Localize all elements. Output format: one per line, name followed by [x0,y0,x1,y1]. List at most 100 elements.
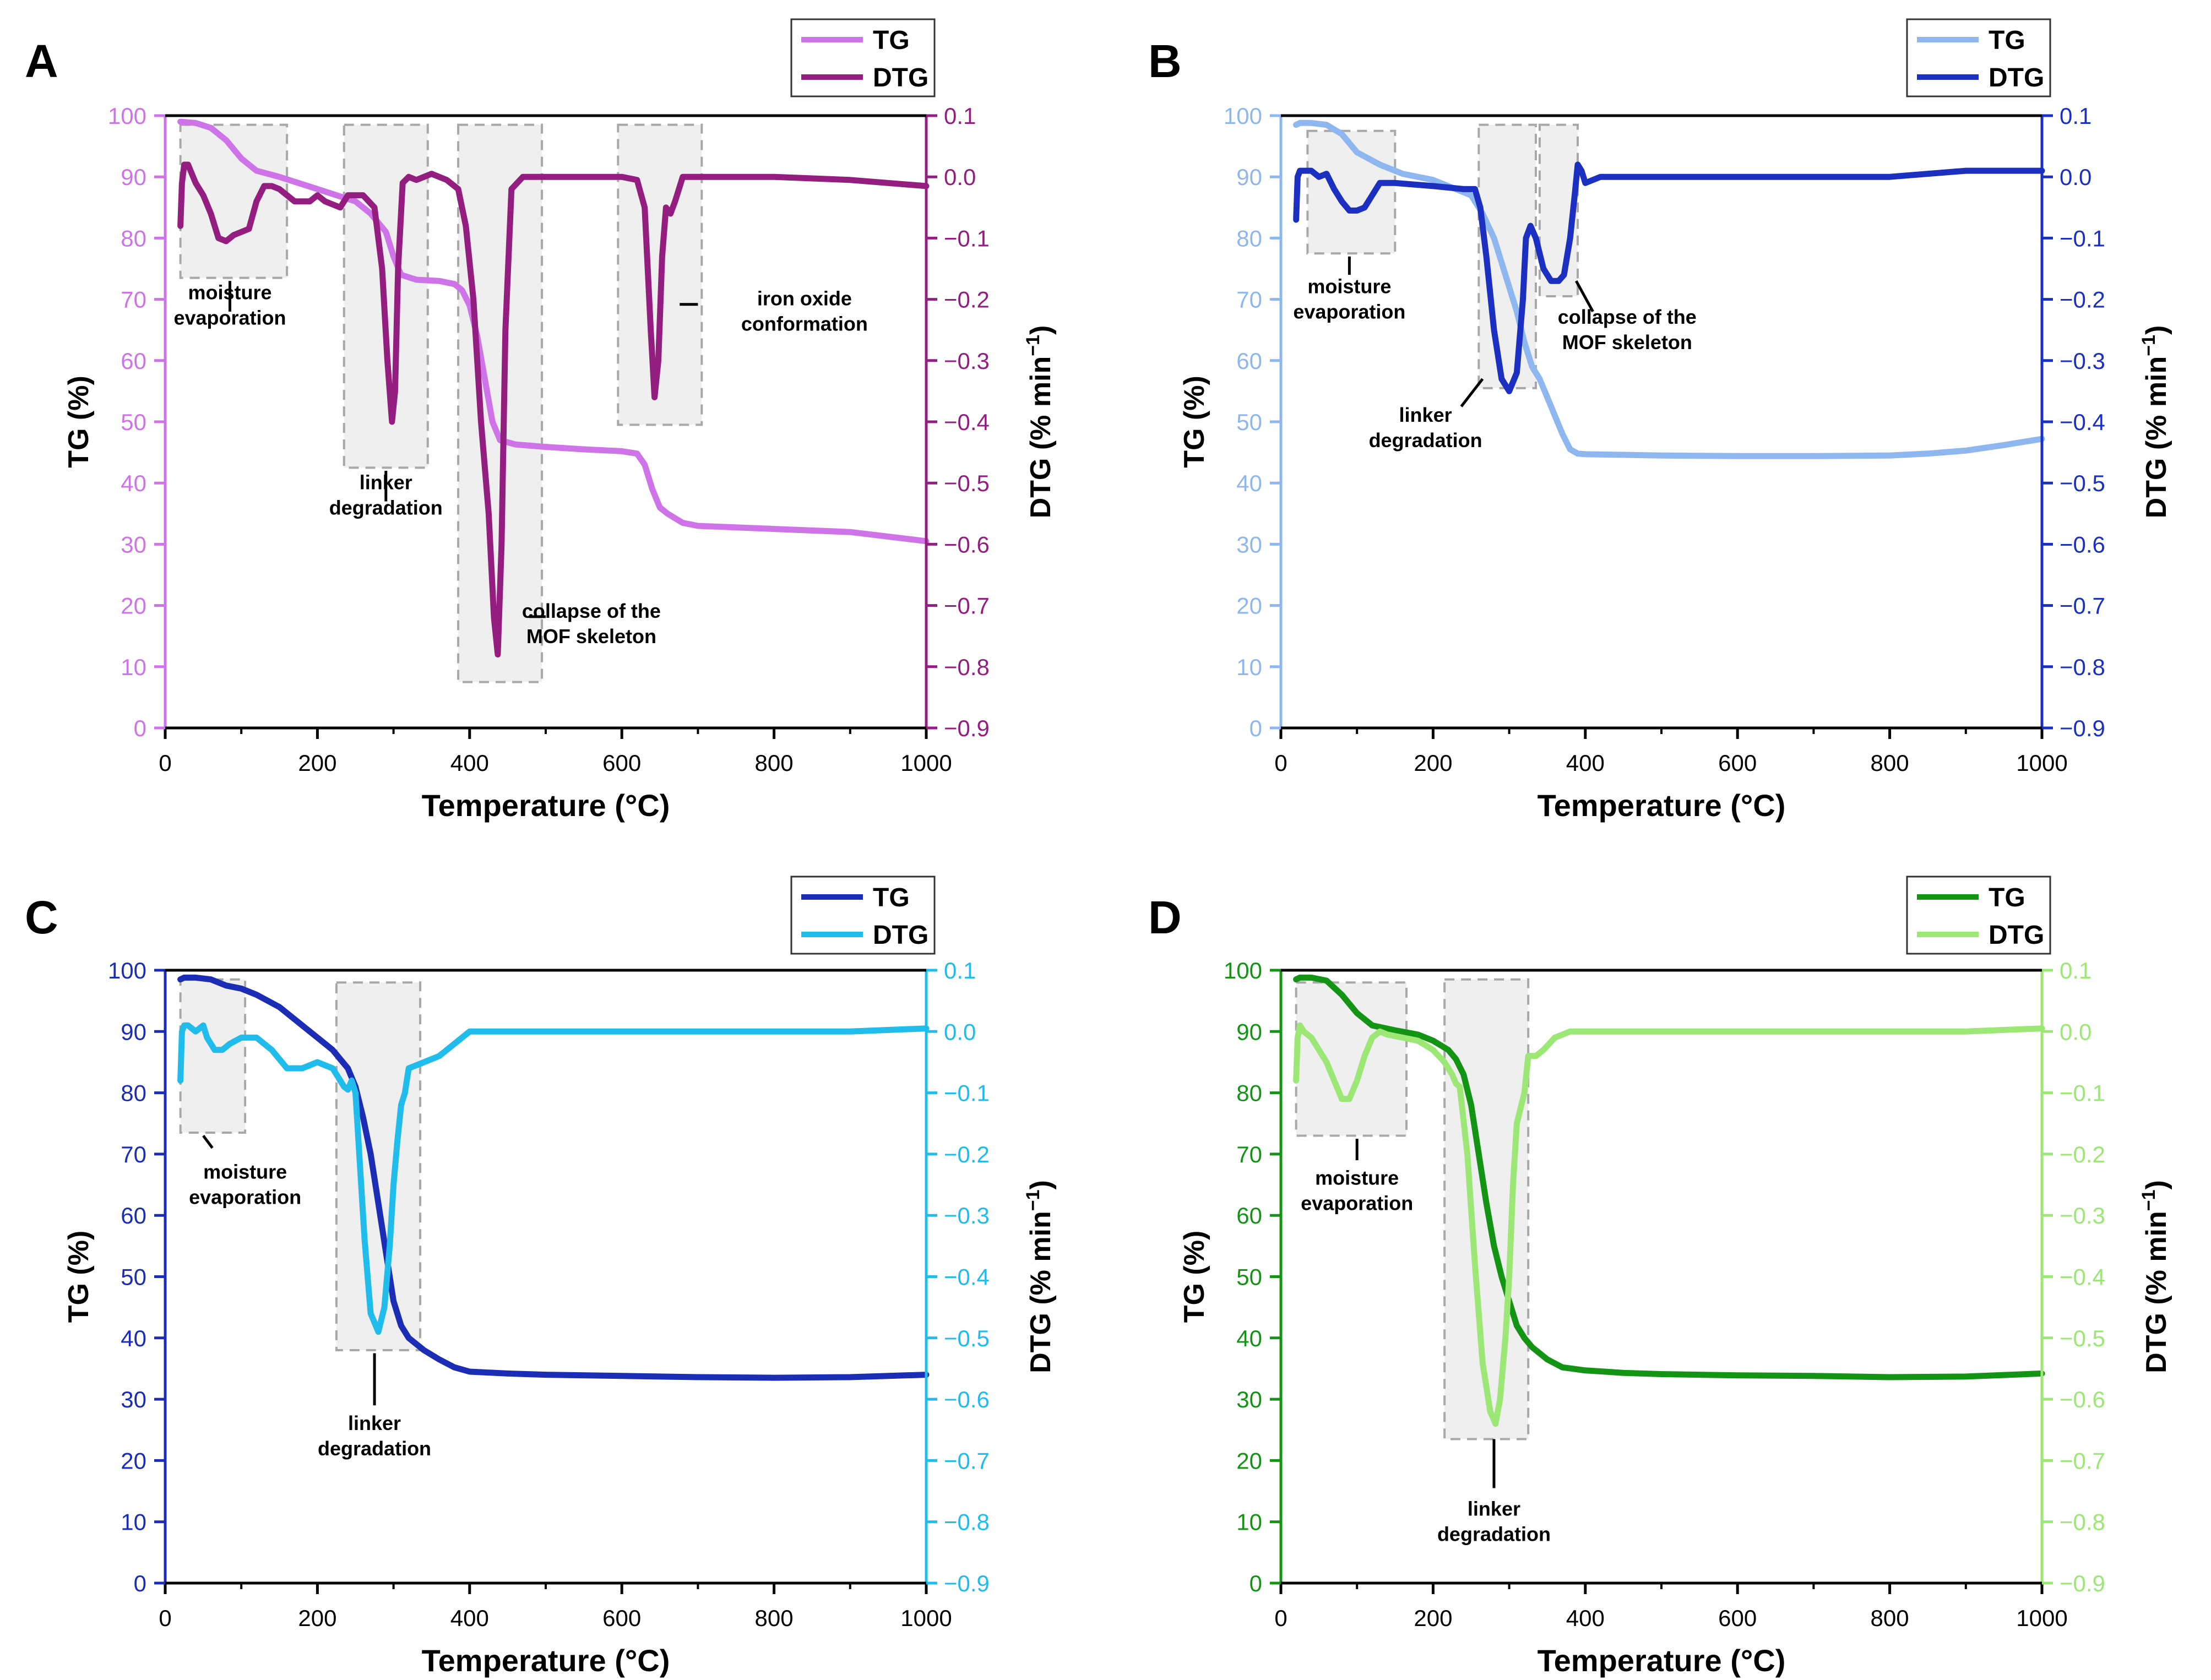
y2-tick-label: 0.1 [944,103,976,129]
legend-label-dtg: DTG [1989,63,2044,93]
annotation-text: MOF skeleton [1562,331,1692,354]
y-tick-label: 20 [1236,593,1262,619]
y2-tick-label: −0.7 [2060,1448,2105,1474]
y-tick-label: 30 [1236,531,1262,557]
annotation-leader [202,1135,214,1149]
y2-tick-label: −0.7 [2060,593,2105,619]
y2-tick-label: 0.0 [2060,1019,2092,1045]
annotation-text: collapse of the [1558,306,1697,328]
panel-b: B 0 200 400 600 800 1000 0 10 20 30 40 50 60 70 80 90 100… [1148,18,2172,823]
legend: TG DTG [790,876,936,955]
annotation-leader [1460,378,1484,407]
annotation-text: evaporation [189,1186,301,1208]
y-tick-label: 100 [1224,103,1262,129]
annotation: moisture evaporation [173,281,286,329]
x-tick-label: 200 [298,750,336,776]
x-tick-label: 600 [1718,750,1757,776]
y-axis-label: TG (%) [63,1231,95,1323]
y2-label-main: DTG (% min [1025,356,1057,519]
y2-tick-label: −0.4 [2060,409,2105,435]
tg-series-line [1293,119,2045,459]
y-tick-label: 60 [1236,1203,1262,1228]
y2-label-end: ) [1025,325,1057,335]
y-tick-label: 90 [121,1019,146,1045]
annotation-text: moisture [1315,1167,1399,1189]
y2-label-end: ) [2141,1180,2172,1189]
y2-tick-label: −0.2 [2060,287,2105,313]
legend-box [1906,876,2051,955]
shaded-region [179,978,247,1134]
y2-tick-label: −0.1 [2060,225,2105,251]
panel-a: A 0 200 400 600 800 1000 0 10 20 30 40 50 60 70 80 90 100… [25,18,1057,823]
annotation-text: linker [360,471,412,493]
y2-tick-label: −0.8 [944,1509,990,1535]
y2-tick-label: −0.6 [2060,531,2105,557]
x-tick-label: 200 [298,1605,336,1631]
y-tick-label: 80 [121,225,146,251]
dtg-series-line [177,1022,930,1335]
y2-label-sup: −1 [2138,335,2159,356]
y2-tick-label: −0.5 [944,1325,990,1351]
x-tick-label: 400 [450,1605,489,1631]
y2-axis-label: DTG (% min−1) [2138,325,2172,519]
annotation: linker degradation [1369,378,1484,452]
annotation-text: degradation [318,1437,431,1460]
annotation-text: evaporation [1301,1192,1413,1215]
legend-box [790,876,936,955]
y2-tick-label: 0.0 [944,1019,976,1045]
y2-tick-label: −0.8 [944,654,990,680]
y-tick-label: 100 [108,103,146,129]
y-tick-label: 10 [1236,654,1262,680]
y-tick-label: 70 [121,1141,146,1167]
y-tick-label: 80 [121,1080,146,1106]
legend-box [1906,18,2051,97]
legend-label-tg: TG [1989,883,2025,912]
y2-tick-label: −0.9 [944,1570,990,1596]
x-axis-label: Temperature (°C) [1538,788,1786,823]
x-tick-label: 400 [1566,750,1605,776]
legend-box [790,18,936,97]
panel-c: C 0 200 400 600 800 1000 0 10 20 30 40 50 60 70 80 90 100… [25,876,1057,1678]
annotation: linker degradation [1437,1439,1551,1546]
y-tick-label: 60 [121,1203,146,1228]
x-tick-label: 400 [1566,1605,1605,1631]
annotation-text: evaporation [1293,300,1405,323]
y-tick-label: 20 [121,593,146,619]
y-tick-label: 50 [1236,409,1262,435]
x-tick-label: 0 [159,1605,171,1631]
y2-tick-label: −0.2 [944,287,990,313]
y-tick-label: 30 [121,1387,146,1412]
y2-tick-label: −0.4 [944,409,990,435]
x-tick-label: 800 [755,1605,794,1631]
y2-axis-label: DTG (% min−1) [2138,1180,2172,1373]
dtg-series-line [177,161,930,658]
annotation-text: evaporation [173,307,286,329]
x-tick-label: 800 [755,750,794,776]
legend-label-dtg: DTG [1989,921,2044,950]
y-tick-label: 100 [108,958,146,983]
y-tick-label: 70 [1236,287,1262,313]
shaded-region [1306,129,1397,255]
y-axis-label: TG (%) [1178,1231,1210,1323]
y2-tick-label: −0.4 [2060,1264,2105,1290]
annotation-text: collapse of the [522,600,661,622]
annotation: collapse of the MOF skeleton [1558,280,1697,354]
y2-tick-label: 0.0 [2060,164,2092,190]
annotation-text: linker [1468,1498,1520,1520]
y-tick-label: 40 [121,1325,146,1351]
panel-letter: C [25,891,58,943]
x-tick-label: 600 [602,1605,641,1631]
y2-tick-label: 0.1 [2060,958,2092,983]
x-tick-label: 0 [1274,750,1287,776]
y-axis-label: TG (%) [63,376,95,468]
y-tick-label: 40 [121,470,146,496]
annotation: linker degradation [318,1353,431,1460]
annotation: moisture evaporation [1293,256,1405,323]
x-tick-label: 0 [159,750,171,776]
x-tick-label: 600 [1718,1605,1757,1631]
legend-label-tg: TG [873,883,910,912]
y2-tick-label: −0.1 [2060,1080,2105,1106]
panel-letter: A [25,35,58,87]
y2-axis-label: DTG (% min−1) [1023,1180,1057,1373]
